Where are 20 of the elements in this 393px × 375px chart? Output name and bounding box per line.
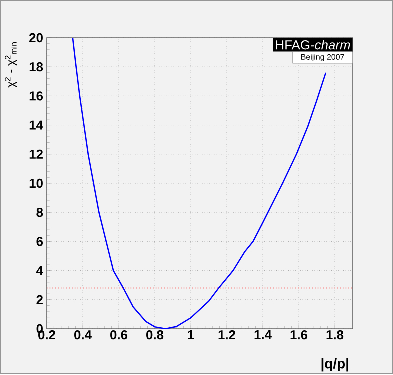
y-tick-label: 18 (30, 62, 44, 72)
x-tick-label: 1.2 (218, 330, 236, 340)
y-tick-label: 12 (30, 150, 43, 159)
y-tick-label: 8 (36, 208, 44, 218)
x-tick-label: 1.6 (290, 330, 308, 340)
y-tick-label: 4 (36, 266, 44, 276)
y-tick-label: 10 (30, 178, 43, 188)
y-tick-label: 6 (36, 237, 44, 246)
y-tick-label: 16 (30, 92, 44, 101)
x-tick-label: 1.4 (254, 330, 272, 340)
y-tick-label: 14 (30, 120, 44, 130)
x-tick-label: 0.6 (110, 330, 128, 340)
y-tick-label: 20 (30, 33, 43, 43)
y-tick-label: 2 (36, 295, 43, 304)
x-tick-label: 1 (188, 330, 194, 340)
x-tick-label: 0.4 (74, 330, 92, 340)
annotation: HFAG-charm (276, 40, 350, 50)
x-tick-label: 0.8 (146, 330, 164, 340)
x-axis-title: |q/p| (322, 358, 348, 372)
x-tick-label: 1.8 (326, 330, 344, 340)
